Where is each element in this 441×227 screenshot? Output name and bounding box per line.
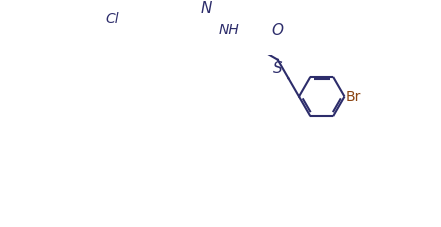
Text: N: N xyxy=(201,1,212,16)
Text: NH: NH xyxy=(219,23,239,37)
Text: O: O xyxy=(271,22,283,37)
Text: Cl: Cl xyxy=(105,12,119,26)
Text: Br: Br xyxy=(346,90,361,104)
Text: S: S xyxy=(273,61,283,76)
